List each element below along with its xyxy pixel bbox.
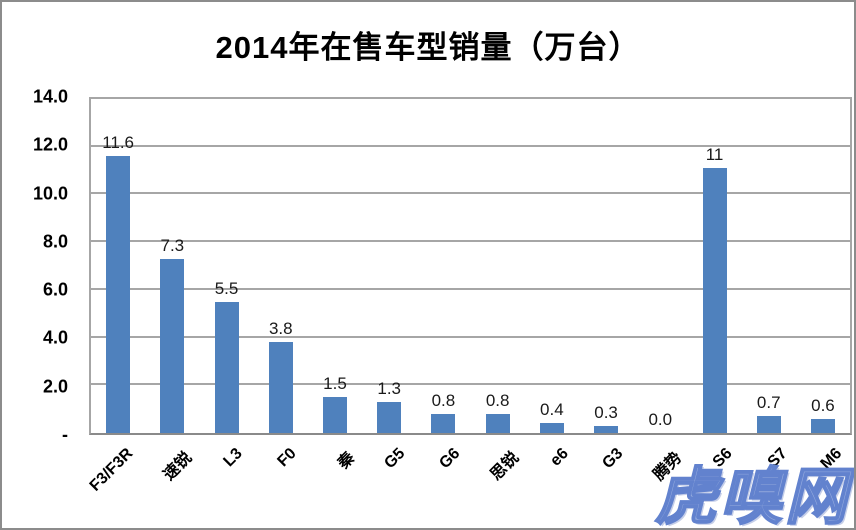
bar-slot: 11.6: [91, 99, 145, 433]
gridline: [91, 287, 850, 290]
y-axis-tick-label: 12.0: [32, 134, 68, 155]
x-axis-label: G3: [599, 445, 627, 473]
bar-value-label: 11: [705, 145, 724, 165]
bar-value-label: 1.5: [323, 374, 347, 394]
gridline: [91, 144, 850, 147]
y-axis-tick-label: 4.0: [42, 327, 68, 348]
x-axis-label: 秦: [335, 449, 359, 473]
x-axis-label: e6: [547, 445, 573, 470]
bar: [594, 425, 619, 433]
bar: [322, 397, 347, 433]
bar: [106, 156, 131, 433]
y-axis-tick-label: 14.0: [32, 86, 68, 107]
bar-value-label: 0.6: [811, 395, 835, 415]
x-axis-label: F0: [274, 445, 300, 471]
bar-slot: 11: [687, 99, 741, 433]
bar: [810, 418, 835, 433]
bar: [268, 342, 293, 433]
bar-value-label: 5.5: [214, 278, 239, 298]
x-axis-label: F3/F3R: [86, 445, 137, 495]
x-axis-label: G5: [381, 445, 409, 473]
bar-slot: 0.3: [579, 99, 633, 433]
x-axis-label: G6: [436, 445, 464, 473]
bar: [160, 258, 185, 433]
bar-slot: 5.5: [199, 99, 253, 433]
bar-value-label: 3.8: [268, 319, 293, 339]
bar-slot: 7.3: [145, 99, 199, 433]
gridline: [91, 192, 850, 195]
y-axis: - 2.0 4.0 6.0 8.0 10.0 12.0 14.0: [2, 87, 68, 445]
bar-slot: 0.7: [742, 99, 796, 433]
bar-value-label: 0.8: [431, 390, 456, 410]
bar: [702, 168, 727, 433]
bar-value-label: 0.0: [648, 410, 673, 429]
chart-title: 2014年在售车型销量（万台）: [215, 30, 641, 65]
bar-value-label: 0.8: [485, 390, 510, 410]
bar-slot: 0.8: [471, 99, 525, 433]
bars-row: 11.6 7.3 5.5 3.8 1.5 1.3 0.8 0.8 0.4 0.3 0.0 11 0.7 0…: [91, 99, 850, 433]
x-axis-label: 速锐: [160, 449, 196, 484]
bar-slot: 1.3: [362, 99, 416, 433]
watermark-logo: 虎嗅网: [654, 462, 850, 530]
x-axis-label: L3: [220, 445, 246, 471]
bar-value-label: 0.3: [594, 402, 618, 422]
y-axis-tick-label: 10.0: [32, 183, 68, 204]
bar: [214, 301, 239, 433]
bar-value-label: 0.4: [540, 400, 564, 420]
gridline: [91, 335, 850, 338]
bar-value-label: 7.3: [160, 235, 185, 255]
bar: [539, 423, 564, 433]
bar: [377, 402, 402, 433]
y-axis-tick-label: 6.0: [42, 279, 68, 300]
y-axis-tick-label: -: [62, 424, 68, 445]
bar-value-label: 0.7: [756, 393, 781, 413]
y-axis-tick-label: 8.0: [42, 231, 68, 252]
bar-slot: 1.5: [308, 99, 362, 433]
bar-slot: 0.0: [633, 99, 687, 433]
gridline: [91, 240, 850, 243]
bar-slot: 0.6: [796, 99, 850, 433]
y-axis-tick-label: 2.0: [42, 376, 68, 397]
bar-slot: 3.8: [254, 99, 308, 433]
bar-value-label: 11.6: [102, 133, 135, 153]
plot-area: 11.6 7.3 5.5 3.8 1.5 1.3 0.8 0.8 0.4 0.3 0.0 11 0.7 0…: [89, 97, 852, 435]
bar: [756, 416, 781, 433]
bar: [485, 413, 510, 433]
bar: [431, 413, 456, 433]
bar-slot: 0.4: [525, 99, 579, 433]
bar-slot: 0.8: [416, 99, 470, 433]
gridline: [91, 383, 850, 386]
x-axis-label: 思锐: [487, 449, 523, 484]
bar-value-label: 1.3: [377, 379, 402, 398]
